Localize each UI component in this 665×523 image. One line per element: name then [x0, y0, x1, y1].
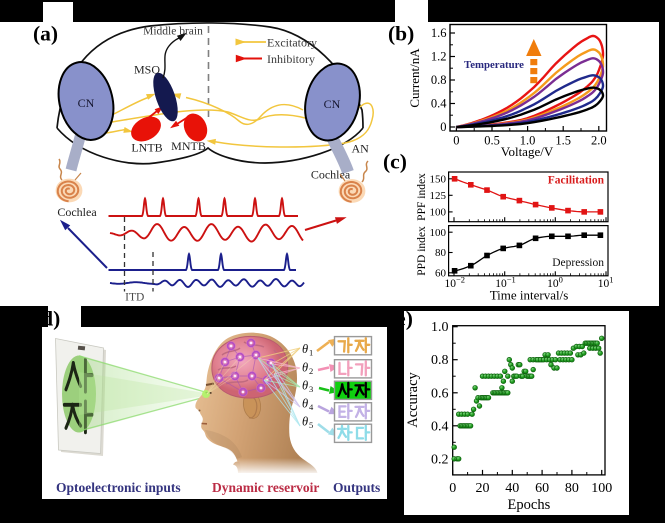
svg-text:Excitatory: Excitatory	[267, 36, 317, 50]
svg-text:1.0: 1.0	[520, 134, 536, 148]
svg-text:(d): (d)	[34, 307, 60, 331]
svg-text:PPD index: PPD index	[416, 226, 428, 276]
svg-text:2.0: 2.0	[591, 134, 607, 148]
svg-text:1: 1	[609, 275, 613, 285]
svg-text:1.2: 1.2	[431, 50, 447, 64]
svg-text:1.6: 1.6	[431, 26, 447, 40]
svg-text:(c): (c)	[383, 150, 407, 174]
svg-text:CN: CN	[78, 96, 95, 110]
svg-text:θ: θ	[302, 415, 308, 429]
svg-text:MNTB: MNTB	[171, 139, 206, 153]
svg-text:θ: θ	[302, 379, 308, 393]
svg-text:3: 3	[309, 384, 313, 394]
svg-text:4: 4	[309, 402, 314, 412]
svg-text:Epochs: Epochs	[508, 497, 551, 513]
svg-text:Cochlea: Cochlea	[57, 205, 97, 219]
svg-text:−1: −1	[507, 275, 516, 285]
svg-text:60: 60	[535, 481, 549, 496]
svg-text:0.2: 0.2	[431, 452, 449, 467]
svg-text:0.5: 0.5	[484, 134, 500, 148]
svg-text:Outputs: Outputs	[333, 480, 380, 495]
svg-text:θ: θ	[302, 342, 308, 356]
svg-text:θ: θ	[302, 397, 308, 411]
svg-text:1.5: 1.5	[555, 134, 571, 148]
svg-text:Dynamic reservoir: Dynamic reservoir	[212, 480, 319, 495]
svg-text:10: 10	[445, 278, 457, 290]
svg-text:Current/nA: Current/nA	[407, 48, 422, 108]
svg-text:10: 10	[598, 278, 610, 290]
svg-text:AN: AN	[352, 142, 370, 156]
svg-text:Time interval/s: Time interval/s	[490, 288, 569, 303]
svg-text:Optoelectronic inputs: Optoelectronic inputs	[56, 480, 181, 495]
svg-text:60: 60	[435, 268, 447, 280]
svg-text:Accuracy: Accuracy	[405, 371, 421, 427]
svg-text:Cochlea: Cochlea	[311, 168, 351, 182]
svg-text:20: 20	[476, 481, 490, 496]
svg-text:1: 1	[309, 348, 313, 358]
svg-text:2: 2	[309, 366, 313, 376]
svg-text:0.8: 0.8	[431, 73, 447, 87]
svg-text:0: 0	[453, 134, 459, 148]
svg-text:100: 100	[430, 207, 447, 219]
svg-text:ITD: ITD	[125, 292, 144, 304]
svg-text:CN: CN	[324, 97, 341, 111]
svg-text:5: 5	[309, 420, 313, 430]
svg-text:0.4: 0.4	[431, 419, 449, 434]
svg-text:Voltage/V: Voltage/V	[501, 144, 554, 159]
svg-text:0: 0	[440, 120, 446, 134]
svg-text:10: 10	[547, 278, 559, 290]
svg-text:Facilitation: Facilitation	[548, 175, 605, 187]
svg-text:0.6: 0.6	[431, 386, 449, 401]
svg-text:0: 0	[449, 481, 456, 496]
svg-text:80: 80	[565, 481, 579, 496]
svg-text:0: 0	[559, 275, 563, 285]
svg-text:−2: −2	[456, 275, 465, 285]
svg-text:125: 125	[430, 190, 447, 202]
svg-text:100: 100	[591, 481, 612, 496]
svg-text:0.8: 0.8	[431, 353, 449, 368]
svg-text:80: 80	[435, 247, 447, 259]
svg-text:0.4: 0.4	[431, 97, 447, 111]
svg-text:(b): (b)	[388, 22, 414, 46]
svg-text:θ: θ	[302, 361, 308, 375]
svg-text:Temperature: Temperature	[464, 59, 524, 71]
svg-text:40: 40	[505, 481, 519, 496]
svg-text:100: 100	[430, 227, 447, 239]
svg-text:1.0: 1.0	[431, 320, 449, 335]
svg-text:(a): (a)	[33, 22, 58, 46]
svg-text:150: 150	[430, 174, 447, 186]
svg-text:LNTB: LNTB	[131, 141, 162, 155]
svg-text:PPF index: PPF index	[416, 173, 428, 221]
svg-text:Inhibitory: Inhibitory	[267, 52, 315, 66]
svg-text:Depression: Depression	[552, 257, 604, 269]
svg-text:Middle brain: Middle brain	[143, 26, 203, 38]
svg-text:(e): (e)	[389, 307, 413, 331]
svg-text:10: 10	[495, 278, 507, 290]
svg-text:MSO: MSO	[134, 63, 160, 77]
